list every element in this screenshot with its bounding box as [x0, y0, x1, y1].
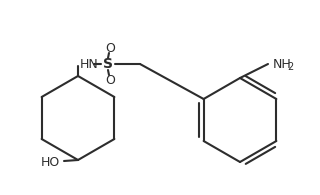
- Text: O: O: [105, 74, 115, 87]
- Text: NH: NH: [273, 58, 292, 71]
- Text: S: S: [103, 57, 113, 71]
- Text: HN: HN: [80, 58, 99, 71]
- Text: O: O: [105, 42, 115, 54]
- Text: HO: HO: [41, 157, 60, 169]
- Text: 2: 2: [287, 62, 293, 72]
